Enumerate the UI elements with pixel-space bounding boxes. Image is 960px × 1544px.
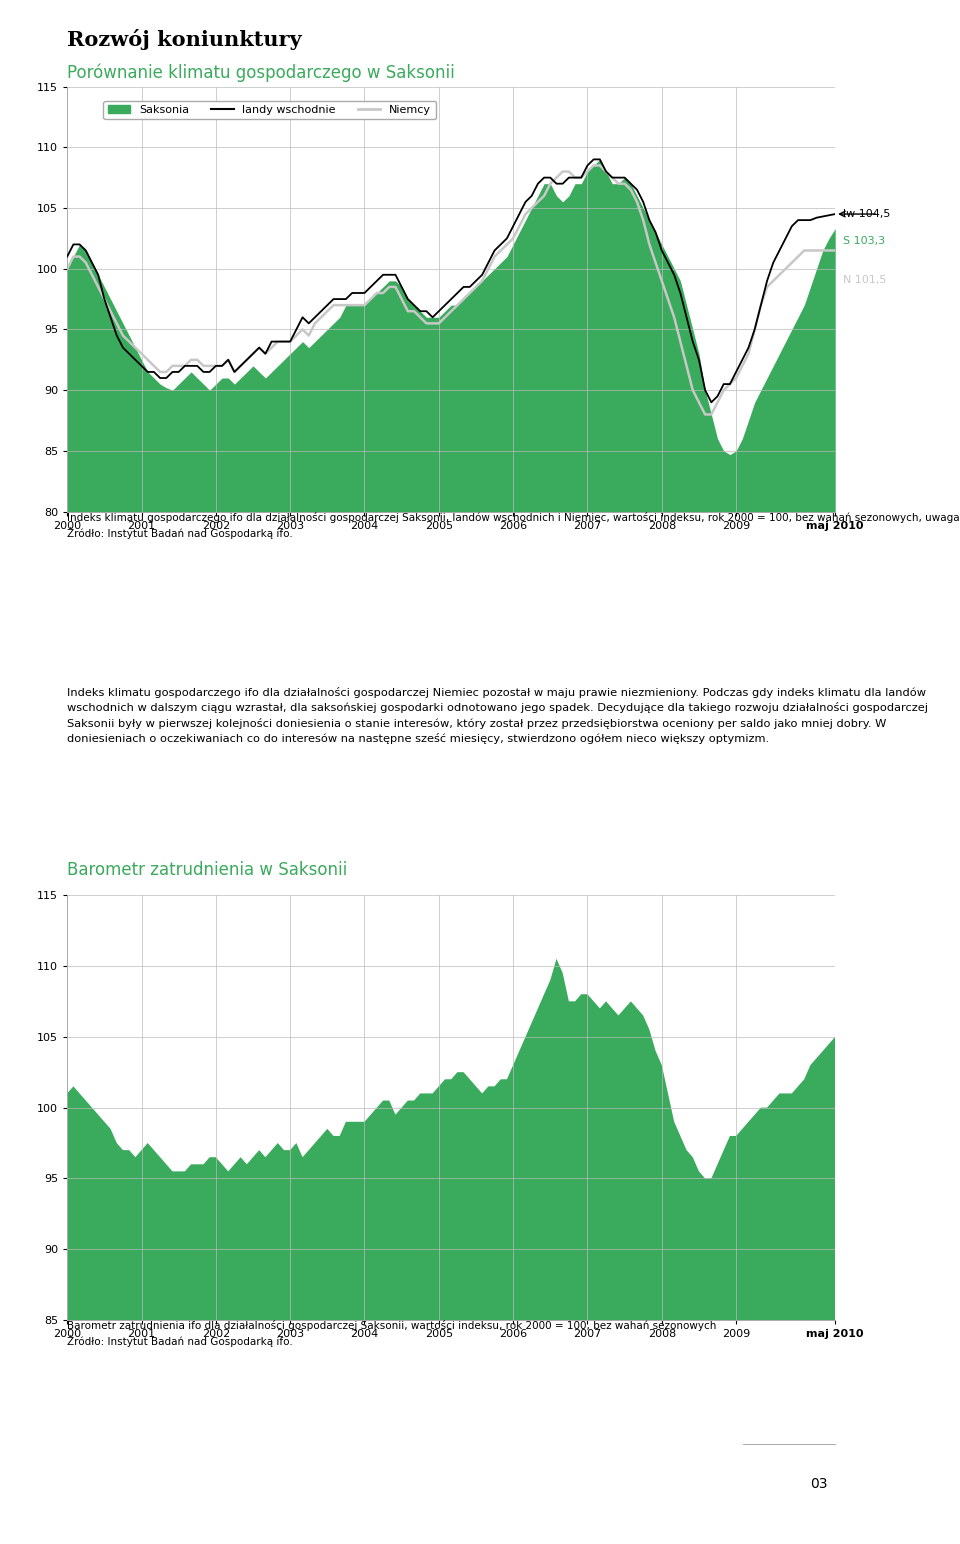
Legend: Saksonia, landy wschodnie, Niemcy: Saksonia, landy wschodnie, Niemcy xyxy=(104,100,436,119)
Text: Rozwój koniunktury: Rozwój koniunktury xyxy=(67,29,301,51)
Text: Barometr zatrudnienia w Saksonii: Barometr zatrudnienia w Saksonii xyxy=(67,862,348,879)
Text: Indeks klimatu gospodarczego ifo dla działalności gospodarczej Saksonii, landów : Indeks klimatu gospodarczego ifo dla dzi… xyxy=(67,511,960,539)
Text: N 101,5: N 101,5 xyxy=(843,275,886,286)
Text: Indeks klimatu gospodarczego ifo dla działalności gospodarczej Niemiec pozostał : Indeks klimatu gospodarczego ifo dla dzi… xyxy=(67,687,928,744)
Text: 03: 03 xyxy=(810,1476,828,1490)
Text: Barometr zatrudnienia ifo dla działalności gospodarczej Saksonii, wartości indek: Barometr zatrudnienia ifo dla działalnoś… xyxy=(67,1320,716,1348)
Text: Porównanie klimatu gospodarczego w Saksonii: Porównanie klimatu gospodarczego w Sakso… xyxy=(67,63,455,82)
Text: S 103,3: S 103,3 xyxy=(843,236,885,247)
Text: lw 104,5: lw 104,5 xyxy=(843,208,890,219)
